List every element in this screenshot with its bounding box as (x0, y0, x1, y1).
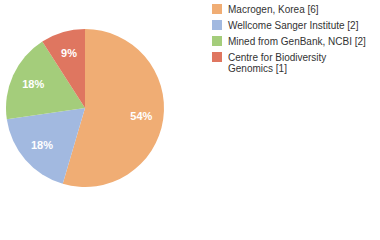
svg-text:9%: 9% (61, 47, 77, 59)
html-text:Macrogen, Korea [6]: Macrogen, Korea [6] (228, 4, 319, 15)
svg-text:54%: 54% (130, 110, 152, 122)
svg-text:18%: 18% (31, 139, 53, 151)
svg-text:18%: 18% (22, 78, 44, 90)
html-text:Centre for Biodiversity Genomi: Centre for Biodiversity Genomics [1] (228, 52, 327, 74)
html-text:Wellcome Sanger Institute [2]: Wellcome Sanger Institute [2] (228, 20, 359, 31)
html-text:Mined from GenBank, NCBI [2]: Mined from GenBank, NCBI [2] (228, 36, 366, 47)
